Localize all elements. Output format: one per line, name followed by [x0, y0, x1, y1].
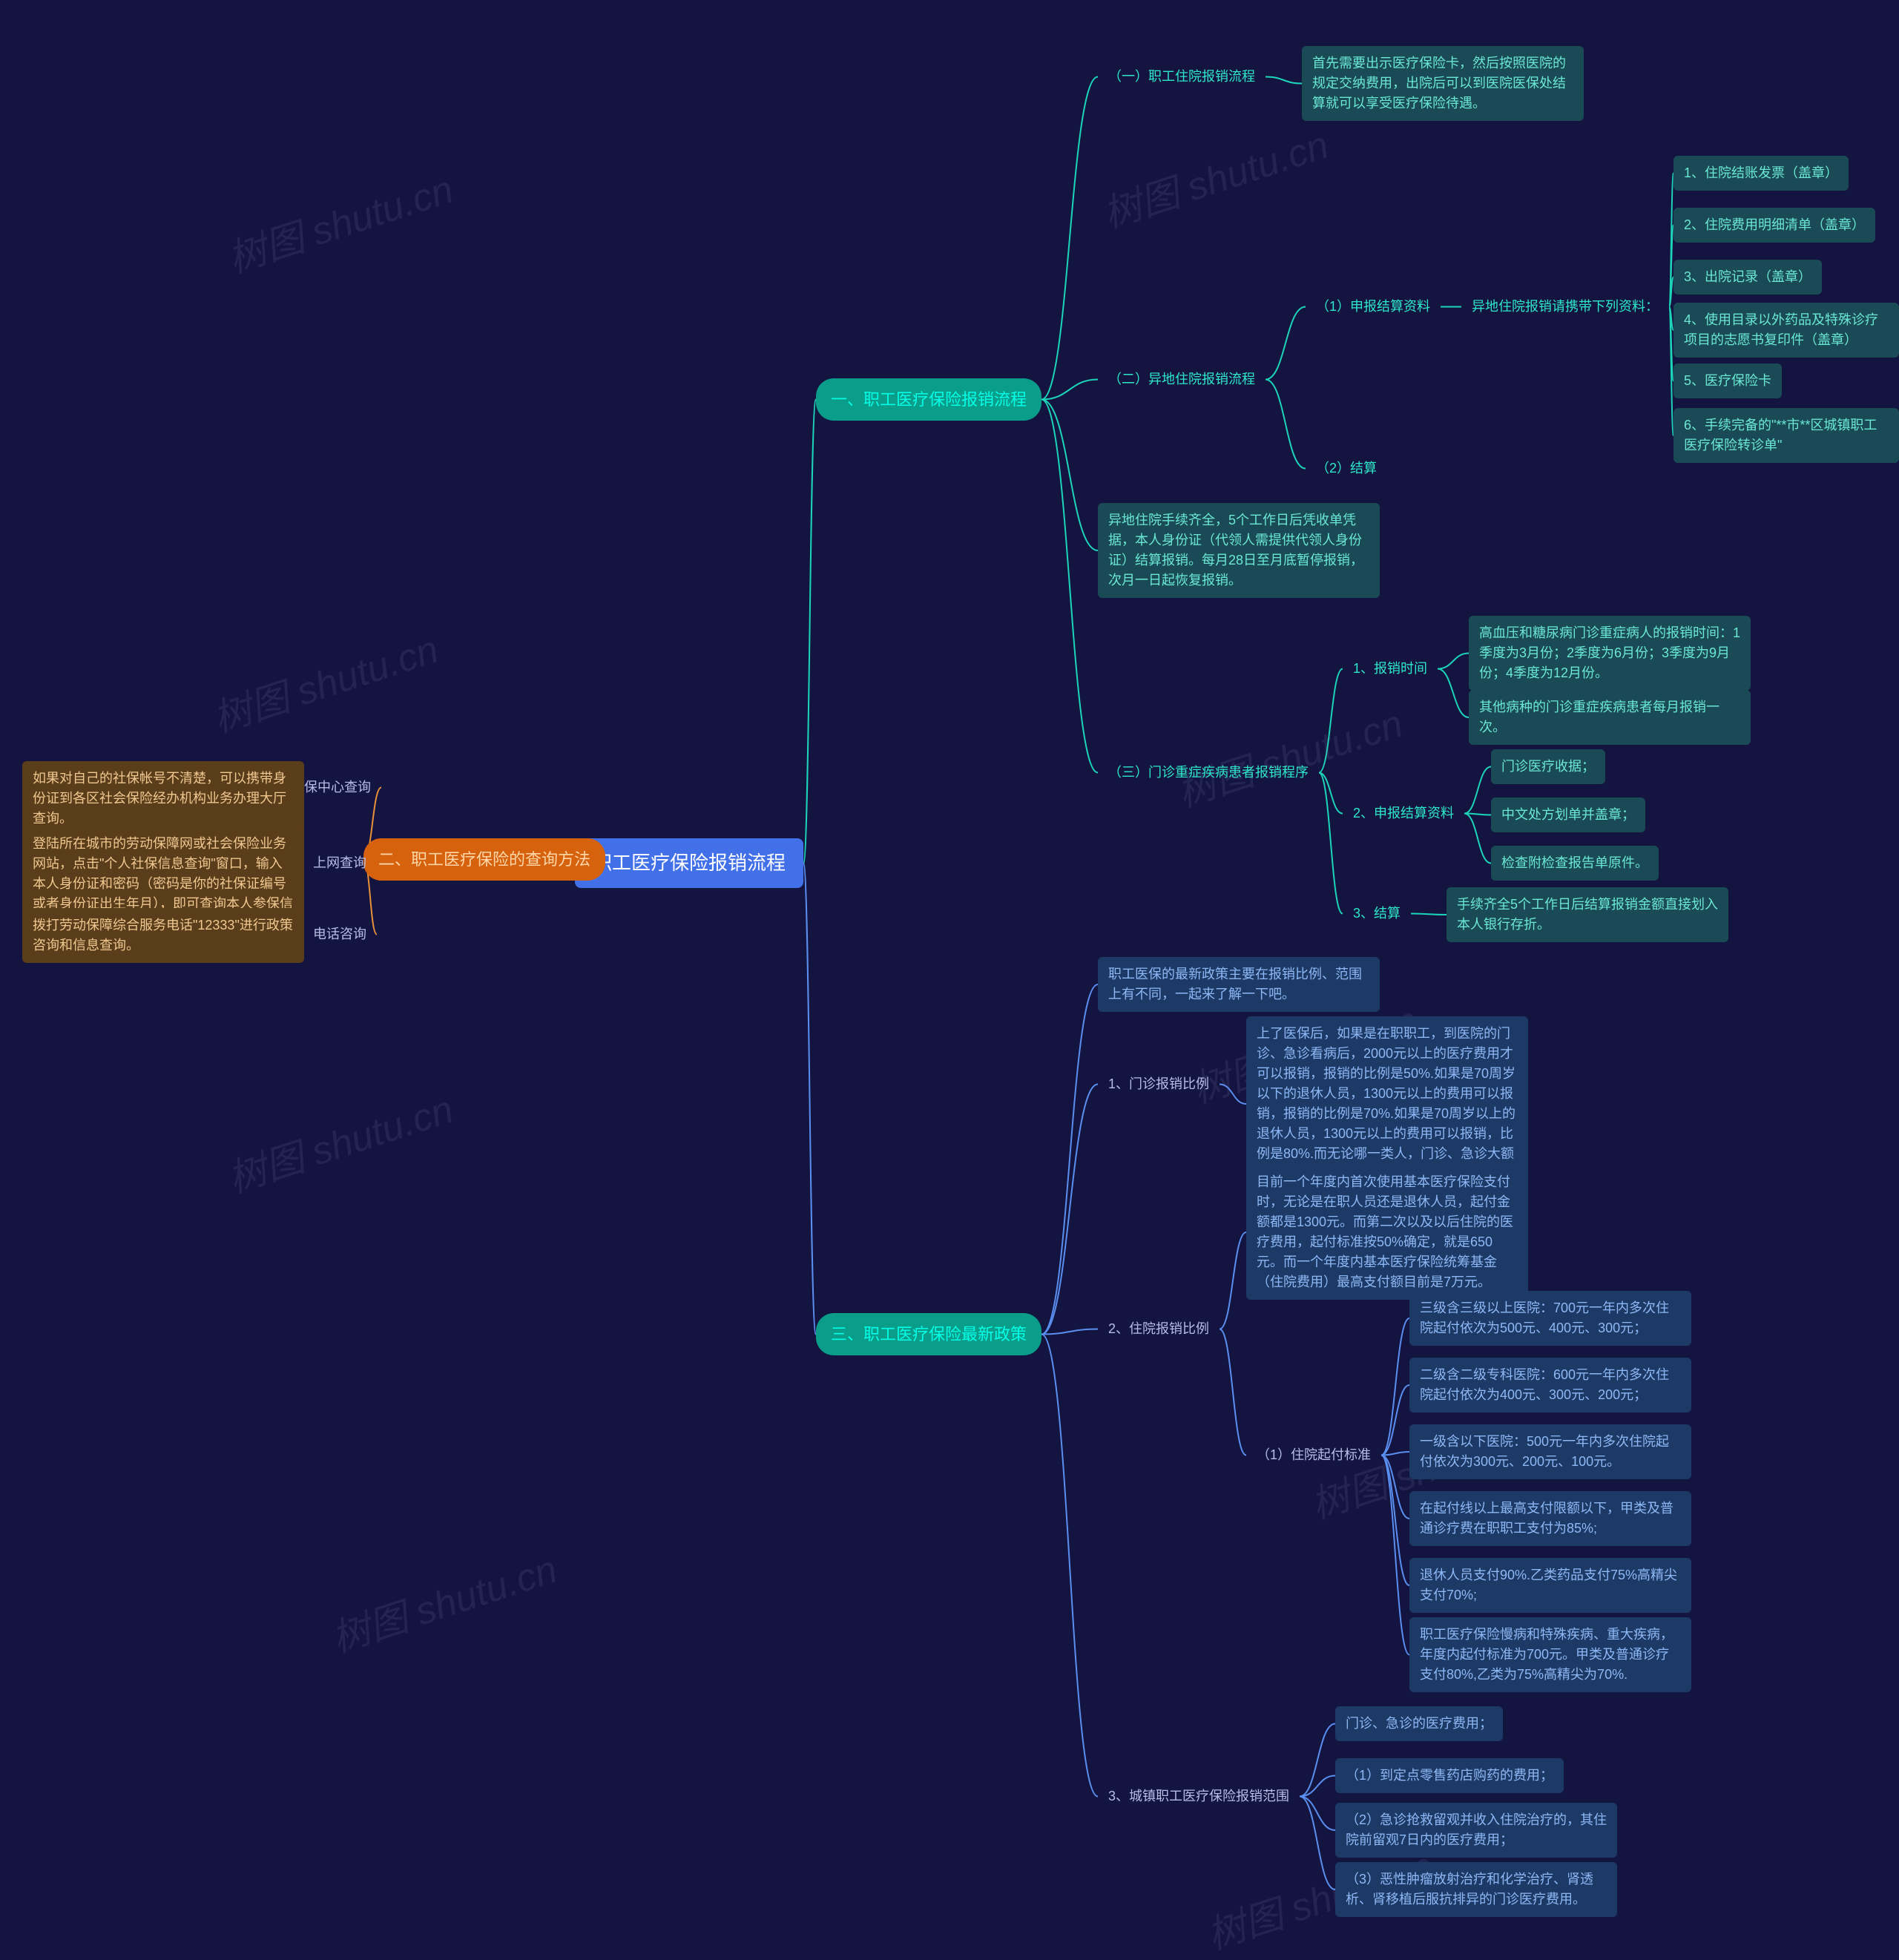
node-s3b1: 目前一个年度内首次使用基本医疗保险支付时，无论是在职人员还是退休人员，起付金额都… — [1246, 1165, 1528, 1300]
node-root[interactable]: 职工医疗保险报销流程 — [575, 838, 803, 888]
watermark: 树图 shutu.cn — [323, 1538, 563, 1663]
node-s3c: 3、城镇职工医疗保险报销范围 — [1098, 1780, 1300, 1812]
node-s3b2f: 职工医疗保险慢病和特殊疾病、重大疾病，年度内起付标准为700元。甲类及普通诊疗支… — [1409, 1617, 1691, 1692]
node-s1b: （二）异地住院报销流程 — [1098, 364, 1266, 395]
node-d6: 6、手续完备的"**市**区城镇职工医疗保险转诊单" — [1673, 408, 1899, 463]
node-s3c1: 门诊、急诊的医疗费用； — [1335, 1706, 1503, 1741]
node-s3[interactable]: 三、职工医疗保险最新政策 — [816, 1313, 1041, 1355]
node-d3: 3、出院记录（盖章） — [1673, 260, 1822, 295]
watermark: 树图 shutu.cn — [220, 158, 459, 283]
node-s3b2b: 二级含二级专科医院：600元一年内多次住院起付依次为400元、300元、200元… — [1409, 1358, 1691, 1413]
node-d5: 5、医疗保险卡 — [1673, 364, 1782, 398]
node-s3c2: （1）到定点零售药店购药的费用； — [1335, 1758, 1564, 1793]
node-d2: 2、住院费用明细清单（盖章） — [1673, 208, 1875, 243]
node-s1c2a: 门诊医疗收据； — [1491, 749, 1605, 784]
node-s1c2b: 中文处方划单并盖章； — [1491, 798, 1645, 832]
node-s1btxt: 异地住院手续齐全，5个工作日后凭收单凭据，本人身份证（代领人需提供代领人身份证）… — [1098, 503, 1380, 598]
watermark: 树图 shutu.cn — [1095, 114, 1334, 239]
node-s2c1: 拨打劳动保障综合服务电话"12333"进行政策咨询和信息查询。 — [22, 908, 304, 963]
watermark: 树图 shutu.cn — [205, 618, 444, 743]
node-s1c2c: 检查附检查报告单原件。 — [1491, 846, 1659, 881]
node-s1b1x: 异地住院报销请携带下列资料： — [1461, 291, 1669, 323]
node-d4: 4、使用目录以外药品及特殊诊疗项目的志愿书复印件（盖章） — [1673, 303, 1899, 358]
node-s3top: 职工医保的最新政策主要在报销比例、范围上有不同，一起来了解一下吧。 — [1098, 957, 1380, 1012]
node-s3c4: （3）恶性肿瘤放射治疗和化学治疗、肾透析、肾移植后服抗排异的门诊医疗费用。 — [1335, 1862, 1617, 1917]
node-s3a: 1、门诊报销比例 — [1098, 1068, 1220, 1100]
node-s1a: （一）职工住院报销流程 — [1098, 61, 1266, 93]
node-s1b1: （1）申报结算资料 — [1306, 291, 1441, 323]
node-s3b2c: 一级含以下医院：500元一年内多次住院起付依次为300元、200元、100元。 — [1409, 1424, 1691, 1479]
node-s1c2: 2、申报结算资料 — [1343, 798, 1464, 829]
node-s1c1: 1、报销时间 — [1343, 653, 1438, 685]
node-s3b2a: 三级含三级以上医院：700元一年内多次住院起付依次为500元、400元、300元… — [1409, 1291, 1691, 1346]
node-s3b2: （1）住院起付标准 — [1246, 1439, 1381, 1471]
node-s3b2d: 在起付线以上最高支付限额以下，甲类及普通诊疗费在职职工支付为85%; — [1409, 1491, 1691, 1546]
node-s3c3: （2）急诊抢救留观并收入住院治疗的，其住院前留观7日内的医疗费用； — [1335, 1803, 1617, 1858]
node-s1c3a: 手续齐全5个工作日后结算报销金额直接划入本人银行存折。 — [1447, 887, 1728, 942]
node-s1c3: 3、结算 — [1343, 898, 1411, 930]
node-s3b: 2、住院报销比例 — [1098, 1313, 1220, 1345]
node-s1b2: （2）结算 — [1306, 453, 1387, 484]
node-s1[interactable]: 一、职工医疗保险报销流程 — [816, 378, 1041, 421]
node-s2[interactable]: 二、职工医疗保险的查询方法 — [363, 838, 605, 881]
node-s2a1: 如果对自己的社保帐号不清楚，可以携带身份证到各区社会保险经办机构业务办理大厅查询… — [22, 761, 304, 836]
node-s1c: （三）门诊重症疾病患者报销程序 — [1098, 757, 1319, 789]
node-s1c1b: 其他病种的门诊重症疾病患者每月报销一次。 — [1469, 690, 1751, 745]
node-s1c1a: 高血压和糖尿病门诊重症病人的报销时间：1季度为3月份；2季度为6月份；3季度为9… — [1469, 616, 1751, 691]
watermark: 树图 shutu.cn — [220, 1078, 459, 1203]
node-d1: 1、住院结账发票（盖章） — [1673, 156, 1849, 191]
node-s3b2e: 退休人员支付90%.乙类药品支付75%高精尖支付70%; — [1409, 1558, 1691, 1613]
node-s1a1: 首先需要出示医疗保险卡，然后按照医院的规定交纳费用，出院后可以到医院医保处结算就… — [1302, 46, 1584, 121]
